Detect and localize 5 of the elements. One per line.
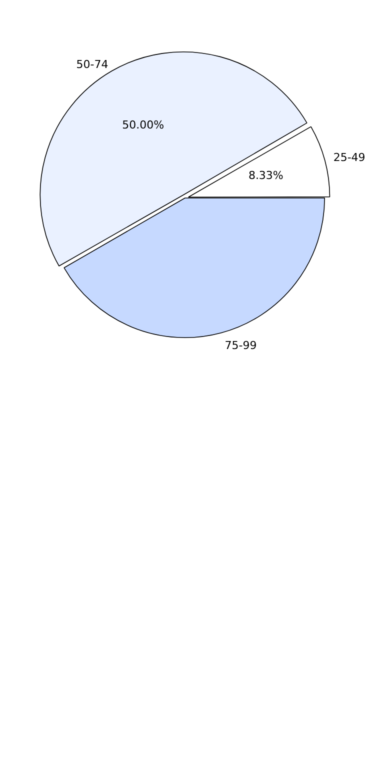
slice-label: 75-99 xyxy=(224,339,257,352)
data-label: 50.00% xyxy=(122,118,164,132)
slice-label: 50-74 xyxy=(76,58,108,71)
data-label: 8.33% xyxy=(248,169,284,182)
slice-label: 25-49 xyxy=(333,151,366,164)
